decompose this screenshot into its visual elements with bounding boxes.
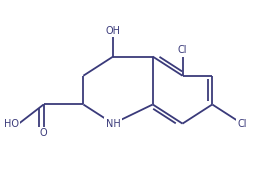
Text: HO: HO: [4, 119, 19, 129]
Text: O: O: [40, 128, 48, 138]
Text: OH: OH: [106, 26, 121, 36]
Text: Cl: Cl: [237, 119, 247, 129]
Text: NH: NH: [106, 119, 120, 129]
Text: Cl: Cl: [178, 45, 187, 55]
